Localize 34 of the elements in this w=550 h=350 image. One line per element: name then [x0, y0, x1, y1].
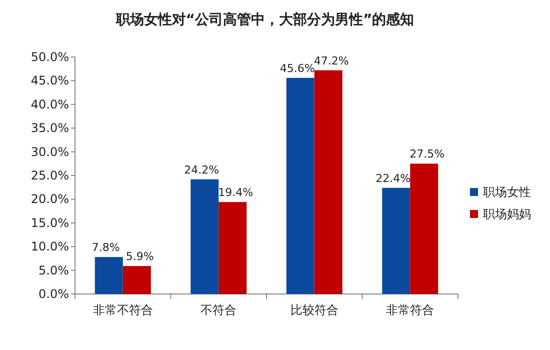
- y-tick-label: 15.0%: [30, 216, 69, 230]
- legend-label: 职场妈妈: [483, 207, 531, 221]
- bar: [314, 70, 342, 294]
- data-label: 45.6%: [280, 62, 315, 75]
- data-label: 47.2%: [314, 54, 349, 68]
- y-tick-label: 40.0%: [30, 97, 69, 112]
- bar: [218, 202, 247, 294]
- bar: [382, 188, 410, 294]
- data-label: 19.4%: [218, 186, 254, 200]
- legend-label: 职场女性: [483, 185, 531, 199]
- x-tick-label: 非常不符合: [92, 303, 153, 317]
- data-label: 27.5%: [410, 148, 445, 161]
- x-tick-label: 非常符合: [386, 303, 434, 317]
- data-label: 7.8%: [92, 241, 120, 254]
- y-tick-label: 50.0%: [30, 50, 69, 64]
- x-tick-label: 不符合: [200, 303, 237, 317]
- bar: [94, 257, 123, 294]
- data-label: 24.2%: [184, 163, 220, 176]
- data-label: 22.4%: [376, 172, 411, 185]
- data-label: 5.9%: [126, 250, 154, 264]
- y-tick-label: 25.0%: [30, 168, 69, 182]
- y-tick-label: 45.0%: [30, 74, 69, 88]
- y-tick-label: 5.0%: [38, 263, 69, 278]
- y-tick-label: 35.0%: [30, 121, 69, 136]
- y-tick-label: 20.0%: [30, 192, 69, 206]
- y-tick-label: 30.0%: [30, 144, 69, 159]
- bar: [122, 266, 151, 294]
- x-tick-label: 比较符合: [290, 303, 338, 317]
- y-tick-label: 10.0%: [30, 240, 69, 254]
- bar: [190, 179, 219, 294]
- y-tick-label: 0.0%: [38, 287, 69, 301]
- bar: [410, 164, 438, 294]
- bar: [286, 78, 314, 294]
- chart-title: 职场女性对“公司高管中，大部分为男性”的感知: [114, 11, 414, 28]
